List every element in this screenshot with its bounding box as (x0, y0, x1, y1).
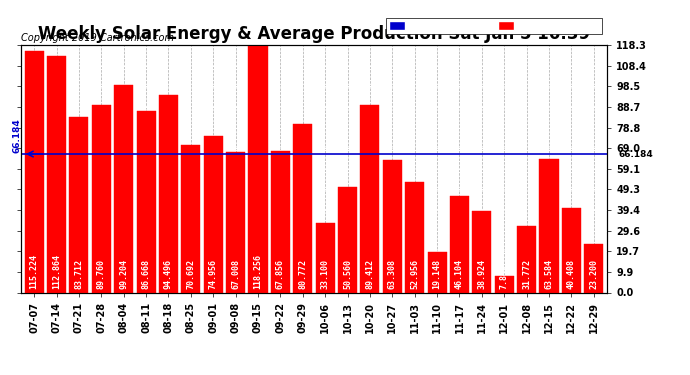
Text: 74.956: 74.956 (208, 260, 218, 290)
Text: 38.924: 38.924 (477, 260, 486, 290)
Text: 99.204: 99.204 (119, 260, 128, 290)
Text: 115.224: 115.224 (30, 254, 39, 290)
Text: Copyright 2019 Cartronics.com: Copyright 2019 Cartronics.com (21, 33, 174, 42)
Bar (181, 145, 200, 292)
Bar (584, 244, 603, 292)
Bar (271, 150, 290, 292)
Bar (315, 223, 335, 292)
Bar (70, 117, 88, 292)
Text: 66.184: 66.184 (619, 150, 653, 159)
Text: 31.772: 31.772 (522, 260, 531, 290)
Bar (226, 152, 245, 292)
Bar (473, 211, 491, 292)
Bar (495, 276, 514, 292)
Text: 40.408: 40.408 (567, 260, 576, 290)
Text: 50.560: 50.560 (343, 260, 352, 290)
Text: 67.856: 67.856 (276, 260, 285, 290)
Text: 23.200: 23.200 (589, 260, 598, 290)
Text: 67.008: 67.008 (231, 260, 240, 290)
Bar (562, 208, 581, 292)
Text: 112.864: 112.864 (52, 254, 61, 290)
Title: Weekly Solar Energy & Average Production Sat Jan 5 16:39: Weekly Solar Energy & Average Production… (38, 26, 590, 44)
Text: 80.772: 80.772 (298, 260, 307, 290)
Bar (517, 226, 536, 292)
Bar (450, 196, 469, 292)
Text: 46.104: 46.104 (455, 260, 464, 290)
Bar (137, 111, 155, 292)
Bar (47, 56, 66, 292)
Bar (114, 85, 133, 292)
Text: 63.584: 63.584 (544, 260, 553, 290)
Text: 70.692: 70.692 (186, 260, 195, 290)
Text: 19.148: 19.148 (433, 260, 442, 290)
Bar (360, 105, 380, 292)
Text: 89.412: 89.412 (366, 260, 375, 290)
Text: 86.668: 86.668 (141, 260, 150, 290)
Text: 83.712: 83.712 (75, 260, 83, 290)
Text: 52.956: 52.956 (410, 260, 420, 290)
Text: 63.308: 63.308 (388, 260, 397, 290)
Bar (428, 252, 446, 292)
Text: 94.496: 94.496 (164, 260, 173, 290)
Bar (405, 182, 424, 292)
Text: 89.760: 89.760 (97, 260, 106, 290)
Bar (338, 187, 357, 292)
Bar (293, 123, 313, 292)
Bar (25, 51, 43, 292)
Text: 118.256: 118.256 (253, 254, 262, 290)
Bar (204, 136, 223, 292)
Bar (92, 105, 111, 292)
Bar (540, 159, 558, 292)
Bar (159, 95, 178, 292)
Legend: Average (kWh), Weekly (kWh): Average (kWh), Weekly (kWh) (386, 18, 602, 34)
Text: 7.840: 7.840 (500, 264, 509, 290)
Bar (383, 160, 402, 292)
Text: 33.100: 33.100 (321, 260, 330, 290)
Text: 66.184: 66.184 (13, 118, 22, 153)
Bar (248, 45, 268, 292)
